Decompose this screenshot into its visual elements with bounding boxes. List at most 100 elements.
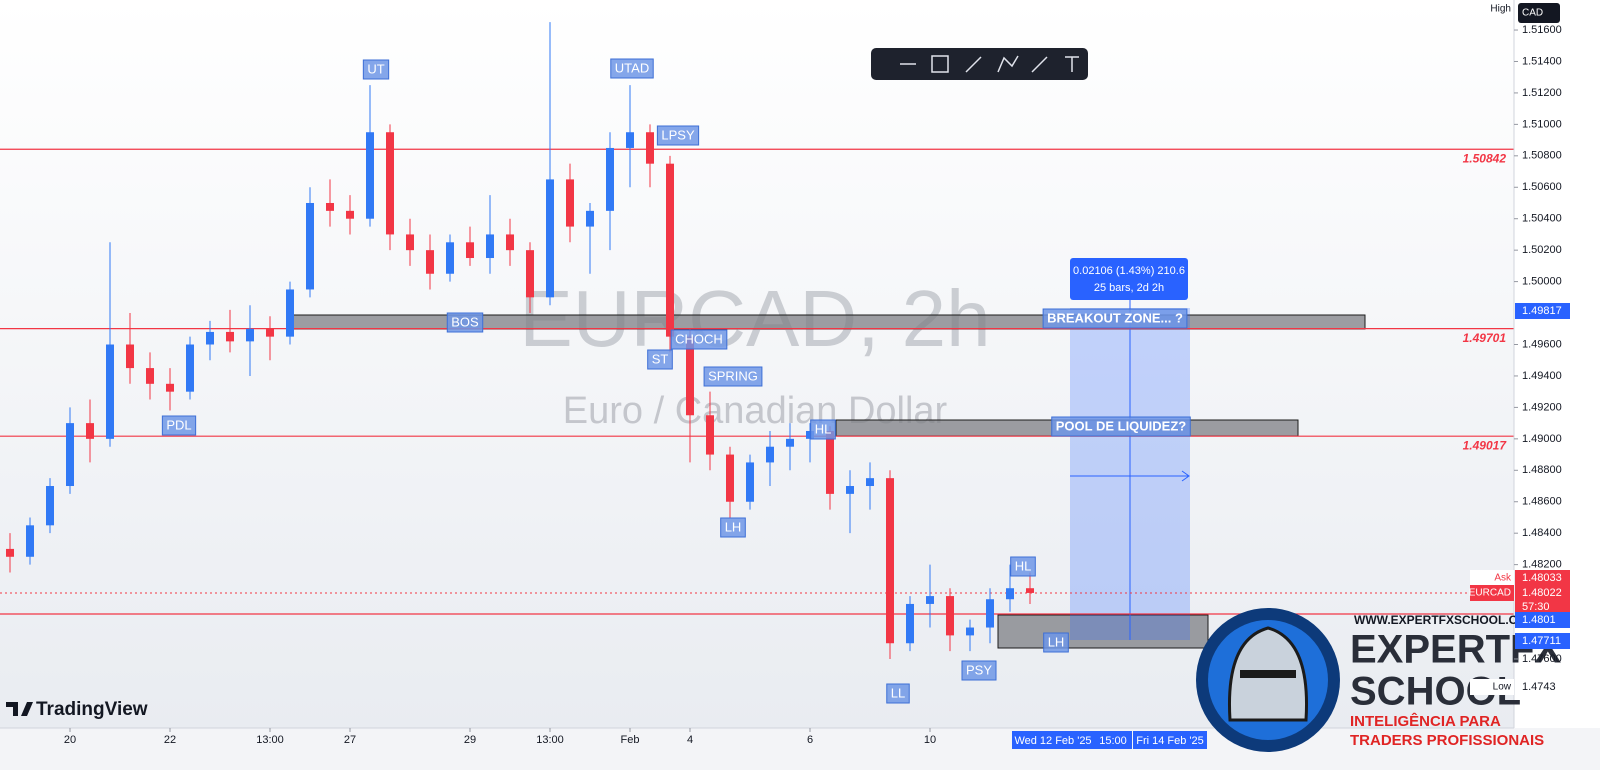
level-label: 1.50842 [1463,151,1507,165]
price-tag-timer: 57:30 [1522,601,1550,613]
time-axis [0,728,1600,770]
candle-body [386,132,394,235]
annotation-label: UT [367,61,384,76]
toolbar-bg [871,48,1088,80]
annotation-label: LL [891,685,905,700]
price-tag-label: High [1490,4,1511,15]
annotation-box [610,58,654,79]
measure-label-bg [1070,258,1188,300]
candle-body [166,383,174,392]
price-tag-bg [1515,585,1570,615]
annotation-box [1010,556,1036,577]
candle-body [666,163,674,337]
brand-url: WWW.EXPERTFXSCHOOL.COM [1354,613,1537,627]
annotation-label: BREAKOUT ZONE... ? [1047,310,1183,325]
annotation-label: PDL [166,417,191,432]
candle-body [986,599,994,628]
zone-box [997,614,1209,649]
y-tick-label: 1.49200 [1522,401,1562,413]
price-tag-value: 1.48033 [1522,572,1562,584]
tool-icon[interactable] [1031,56,1048,73]
candle-body [26,525,34,557]
candle-body [426,250,434,274]
y-tick-label: 1.51000 [1522,118,1562,130]
candle-body [886,478,894,644]
x-tick-label: 6 [807,734,813,746]
annotation-box [161,415,197,436]
y-tick-label: 1.49000 [1522,433,1562,445]
y-tick-label: 1.50200 [1522,244,1562,256]
x-tick-label: 13:00 [256,734,284,746]
drawings: 1.50842 1.49701 1.49017 UT UTAD LPSY BOS CHOCH S… [0,22,1514,704]
y-tick-label: 1.48400 [1522,527,1562,539]
x-tick-label: 4 [687,734,693,746]
price-tag-value: 1.48022 [1522,587,1562,599]
candle-body [146,368,154,384]
candle-body [726,454,734,502]
measure-arrow [1181,470,1190,482]
annotation-box [886,683,910,704]
candle-body [646,132,654,164]
candle-body [46,486,54,526]
annotation-label: LH [725,519,742,534]
y-tick-label: 1.48600 [1522,496,1562,508]
y-tick-label: 1.48800 [1522,464,1562,476]
annotation-box [670,329,728,350]
price-tag-bg [1515,633,1570,649]
candle-body [546,179,554,298]
annotation-box [656,125,700,146]
y-tick-label: 1.49600 [1522,338,1562,350]
price-tag-label-bg [1470,570,1514,586]
x-tick-label: Feb [621,734,640,746]
candle-body [326,202,334,211]
candle-body [826,430,834,494]
price-tag-label-bg [1470,585,1514,601]
candle-body [686,336,694,416]
candle-body [786,438,794,447]
branding: WWW.EXPERTFXSCHOOL.COM EXPERTFX SCHOOL I… [1196,608,1561,752]
candle-body [586,210,594,227]
brand-tagline: INTELIGÊNCIA PARA [1350,712,1501,730]
logo-icon [6,702,33,716]
price-tag-value: 1.4743 [1522,681,1556,693]
tool-icon[interactable] [931,55,949,73]
candle-body [306,202,314,290]
annotation-label: UTAD [615,60,649,75]
price-tag-bg [1515,679,1570,695]
candle-body [6,548,14,557]
annotation-box [446,312,484,333]
candle-body [806,430,814,439]
tool-icon[interactable] [965,56,982,73]
annotation-label: HL [815,421,832,436]
price-tag-bg [1515,612,1570,628]
annotation-label: CHOCH [675,331,723,346]
annotation-label: BOS [451,314,479,329]
annotation-label: LH [1048,634,1065,649]
tool-icon[interactable] [1065,56,1079,72]
y-tick-label: 1.50800 [1522,150,1562,162]
candle-body [246,328,254,342]
tool-icon[interactable] [997,55,1019,73]
price-tag-label: CAD [1522,8,1543,19]
drawing-toolbar[interactable] [871,48,1088,80]
brand-helmet [1240,670,1296,678]
time-bubble: 15:00 [1099,735,1127,747]
candle-body [766,446,774,463]
logo-text: TradingView [36,699,148,720]
currency-button[interactable] [1518,3,1560,23]
annotation-box [703,366,763,387]
annotation-box [647,349,673,370]
candle-body [106,344,114,439]
annotation-label: LPSY [661,127,695,142]
price-tag-value: 1.49817 [1522,305,1562,317]
annotation-label: ST [652,351,669,366]
x-tick-label: 10 [924,734,936,746]
x-tick-label: 20 [64,734,76,746]
annotation-box [720,517,746,538]
candle-body [906,603,914,644]
level-label: 1.49701 [1463,331,1507,345]
level-label: 1.49017 [1463,438,1508,452]
annotation-label: HL [1015,558,1032,573]
candle-body [366,132,374,219]
